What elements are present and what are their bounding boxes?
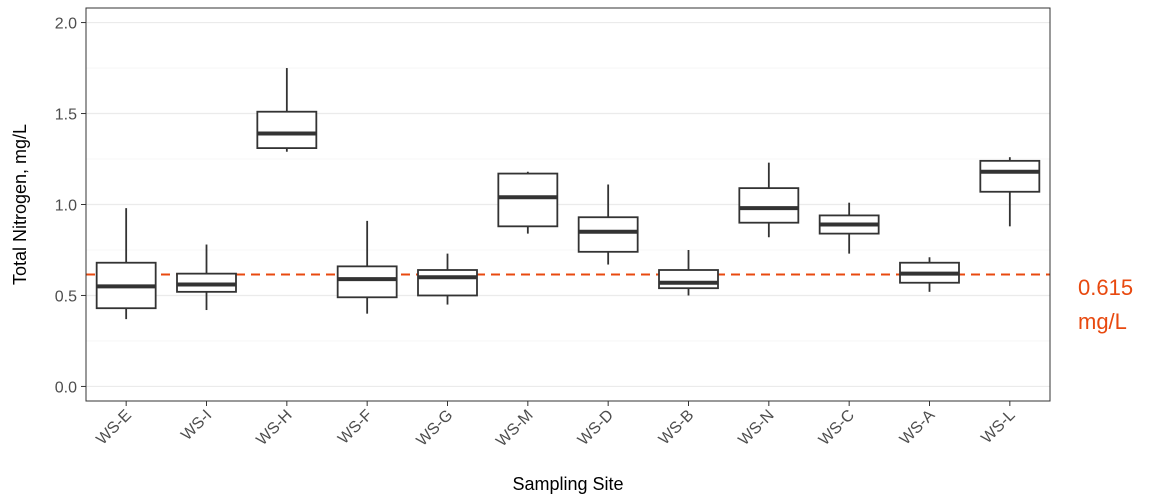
iqr-box [979, 159, 1041, 193]
gridlines [86, 21, 1050, 388]
iqr-box [417, 269, 478, 297]
y-tick-label: 2.0 [55, 16, 77, 33]
iqr-box [336, 265, 398, 299]
y-tick-label: 0.0 [55, 379, 77, 396]
box-WS-E [95, 208, 157, 320]
x-tick-label: WS-D [575, 407, 617, 449]
iqr-box [738, 187, 800, 224]
box-WS-D [577, 184, 639, 265]
x-tick-label: WS-F [335, 407, 376, 448]
x-axis-title: Sampling Site [512, 474, 623, 494]
y-tick-label: 1.0 [55, 198, 77, 215]
x-tick-label: WS-B [656, 407, 698, 449]
x-tick-label: WS-C [816, 407, 858, 449]
reference-line-label: 0.615 mg/L [1078, 275, 1139, 334]
y-tick-label: 0.5 [55, 288, 77, 305]
box-WS-N [738, 162, 800, 238]
iqr-box [497, 172, 559, 228]
box-WS-H [256, 68, 318, 152]
box-WS-A [899, 257, 960, 292]
x-tick-label: WS-H [253, 407, 295, 449]
x-tick-label: WS-E [93, 407, 135, 449]
x-tick-label: WS-I [178, 407, 215, 444]
box-WS-G [417, 253, 478, 305]
box-WS-F [336, 220, 398, 314]
y-tick-label: 1.5 [55, 107, 77, 124]
x-tick-label: WS-N [735, 407, 777, 449]
reference-value-label: 0.615 [1078, 275, 1133, 300]
iqr-box [658, 269, 719, 290]
x-tick-label: WS-A [897, 407, 939, 449]
x-axis: WS-E WS-I WS-H WS-F WS-G WS-M WS-D WS-B WS-N WS-C… [93, 401, 1019, 450]
y-axis-title: Total Nitrogen, mg/L [10, 124, 30, 285]
y-axis: 0.0 0.5 1.0 1.5 2.0 [55, 16, 86, 396]
x-tick-label: WS-G [414, 407, 457, 450]
iqr-box [256, 110, 318, 149]
reference-unit-label: mg/L [1078, 309, 1127, 334]
x-tick-label: WS-L [978, 407, 1018, 447]
iqr-box [577, 216, 639, 253]
x-tick-label: WS-M [493, 407, 536, 450]
box-WS-I [176, 244, 237, 311]
box-WS-B [658, 249, 719, 296]
boxes [95, 68, 1041, 320]
box-WS-M [497, 171, 559, 234]
box-WS-C [818, 202, 880, 254]
box-WS-L [979, 157, 1041, 227]
